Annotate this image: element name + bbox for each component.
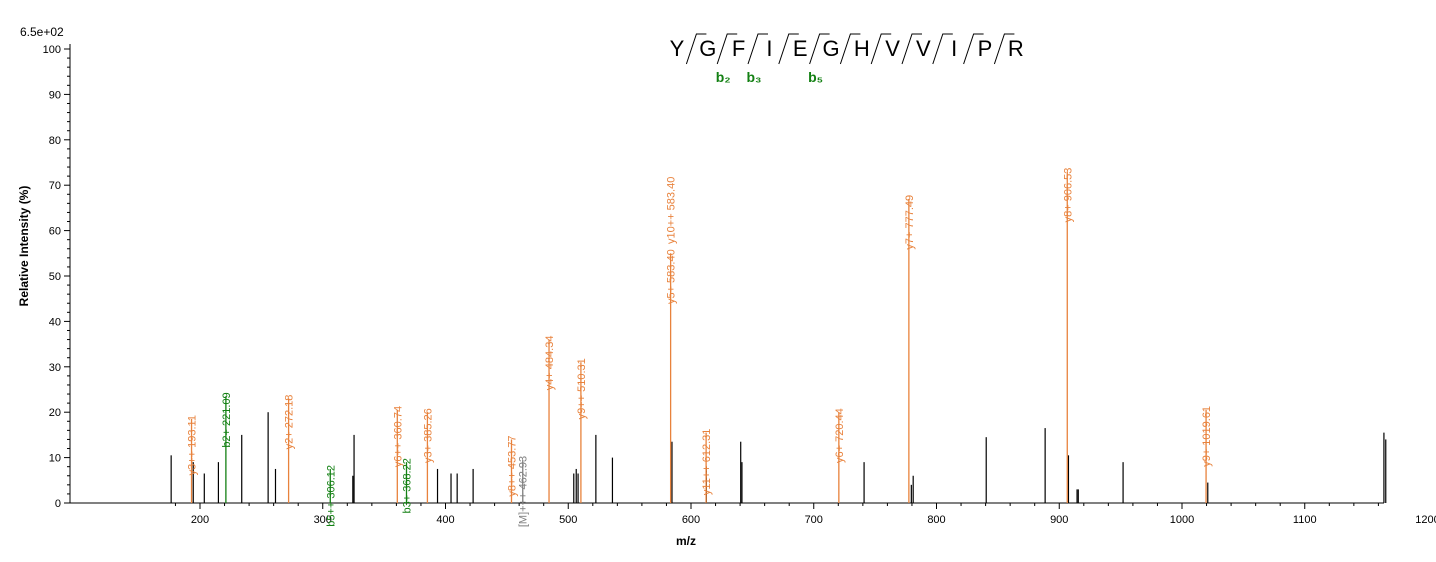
b-ion-mark-label: b₂ (716, 69, 731, 85)
precursor-ion-label: [M]+++ 462.93 (518, 456, 530, 527)
y-ion-break-marker (901, 33, 922, 65)
y-ion-break-marker (993, 33, 1015, 65)
y-tick-label: 20 (49, 407, 61, 419)
b-ion-label: b3+ 368.22 (401, 458, 413, 513)
y-ion-break-marker (870, 33, 892, 65)
y-tick-label: 10 (49, 453, 61, 465)
sequence-residue: F (732, 36, 745, 61)
sequence-residue: V (885, 36, 900, 61)
y-axis-title: Relative Intensity (%) (17, 186, 31, 307)
y-ion-label: y11++ 612.31 (701, 429, 713, 495)
sequence-residue: H (854, 36, 870, 61)
peak-labels-group: y3++ 193.11 b2+ 221.09 y2+ 272.18 b5++ 306.… (187, 168, 1214, 528)
y-ion-label: y9++ 510.31 (576, 358, 588, 419)
sequence-residue: G (822, 36, 839, 61)
x-tick-label: 500 (559, 514, 577, 526)
y-ion-label: y6++ 360.74 (392, 406, 404, 467)
x-tick-label: 300 (314, 514, 332, 526)
intensity-scale-label: 6.5e+02 (20, 25, 64, 39)
y-ion-break-marker (685, 33, 707, 65)
x-tick-label: 1100 (1293, 514, 1317, 526)
y-tick-label: 60 (49, 226, 61, 238)
y-ion-break-marker (778, 33, 799, 65)
b-ion-mark-label: b₃ (746, 69, 761, 85)
y-ion-break-marker (716, 33, 738, 65)
x-tick-label: 1000 (1170, 514, 1194, 526)
y-tick-label: 30 (49, 362, 61, 374)
y-tick-label: 40 (49, 316, 61, 328)
y-tick-label: 90 (49, 89, 61, 101)
y-ion-break-marker (809, 33, 830, 65)
x-tick-label: 900 (1050, 514, 1068, 526)
y-ion-label: y4+ 484.34 (544, 336, 556, 391)
x-tick-label: 1200 (1415, 514, 1436, 526)
y-tick-label: 50 (49, 271, 61, 283)
y-ion-label: y2+ 272.18 (284, 395, 296, 450)
x-tick-label: 800 (927, 514, 945, 526)
y-ion-label: y5+ 583.40 (666, 249, 678, 304)
sequence-residue: I (766, 36, 772, 61)
y-ion-label: y8+ 906.53 (1062, 168, 1074, 223)
y-ion-label: y9+ 1019.61 (1201, 406, 1213, 467)
sequence-residue: E (793, 36, 808, 61)
peaks-group (170, 171, 1387, 503)
x-axis-title: m/z (676, 534, 696, 548)
y-ion-break-marker (932, 33, 953, 65)
y-ion-break-marker (963, 33, 984, 65)
y-ion-label: y8++ 453.77 (507, 435, 519, 496)
y-ion-label: y10++ 583.40 (666, 177, 678, 244)
x-tick-label: 600 (682, 514, 700, 526)
x-tick-label: 200 (191, 514, 209, 526)
sequence-residue: P (978, 36, 993, 61)
sequence-residue: R (1008, 36, 1024, 61)
b-ion-label: b5++ 306.12 (325, 465, 337, 527)
y-ion-label: y7+ 777.49 (904, 195, 916, 250)
sequence-residue: V (916, 36, 931, 61)
y-tick-label: 0 (55, 498, 61, 510)
sequence-residue: G (699, 36, 716, 61)
y-ion-break-marker (839, 33, 861, 65)
x-tick-label: 700 (805, 514, 823, 526)
sequence-residue: Y (670, 36, 685, 61)
y-ion-break-marker (747, 33, 768, 65)
y-tick-label: 70 (49, 180, 61, 192)
sequence-residue: I (951, 36, 957, 61)
b-ion-label: b2+ 221.09 (221, 392, 233, 447)
y-tick-label: 100 (43, 44, 61, 56)
peptide-sequence: Y G F I E G H V V I P Rb₂ b₃ b₅ (670, 33, 1024, 85)
y-tick-label: 80 (49, 135, 61, 147)
y-ion-label: y6+ 720.44 (834, 408, 846, 463)
b-ion-mark-label: b₅ (808, 69, 823, 85)
x-tick-label: 400 (436, 514, 454, 526)
y-ion-label: y3++ 193.11 (187, 415, 199, 475)
y-ion-label: y3+ 385.26 (422, 408, 434, 463)
